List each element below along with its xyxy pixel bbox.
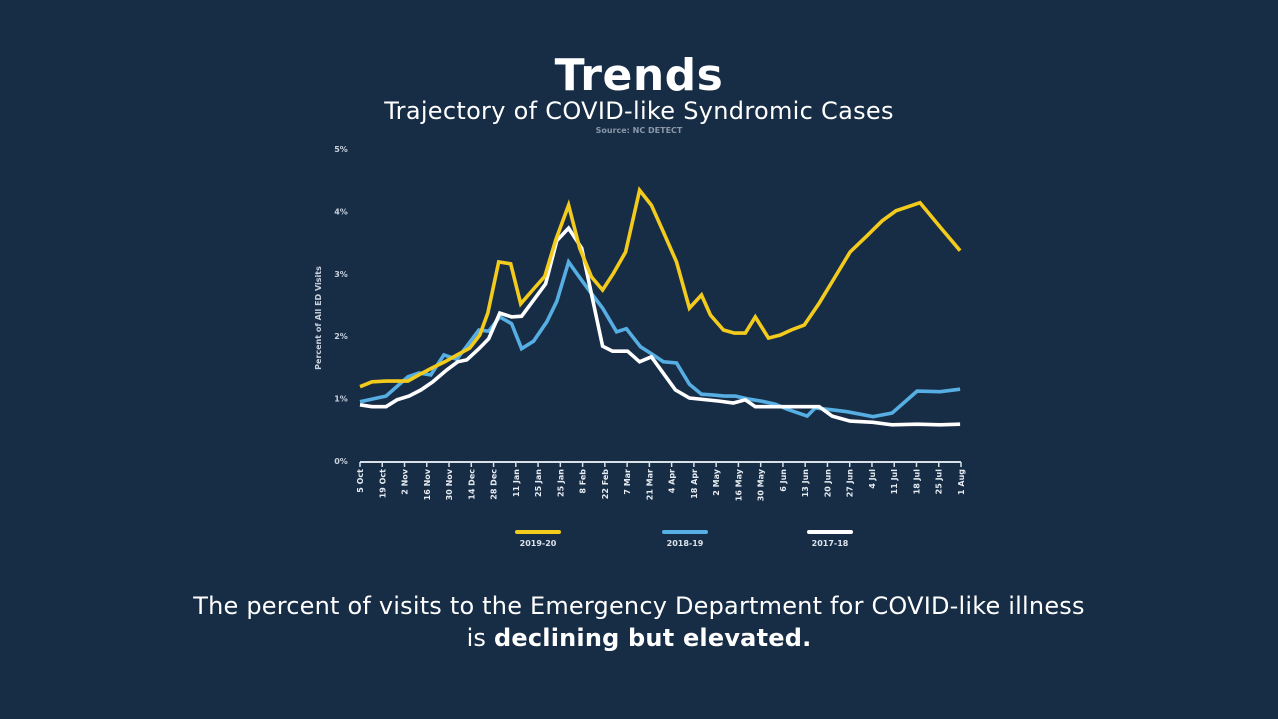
page-title: Trends — [554, 50, 724, 101]
legend-label: 2018-19 — [667, 539, 704, 548]
x-tick-label: 5 Oct — [356, 469, 365, 493]
footer-caption: The percent of visits to the Emergency D… — [0, 590, 1278, 654]
x-tick-label: 11 Jan — [512, 469, 521, 497]
x-tick-label: 4 Jul — [868, 469, 877, 489]
legend-swatch — [662, 530, 708, 534]
series-line-2017-18 — [359, 225, 961, 427]
x-tick-label: 13 Jun — [801, 469, 810, 498]
legend-label: 2019-20 — [520, 539, 557, 548]
x-tick-label: 7 Mar — [623, 469, 632, 495]
series-line-2018-19 — [359, 257, 961, 419]
x-axis: 5 Oct 19 Oct 2 Nov 16 Nov 30 Nov 14 Dec 28 Dec… — [356, 461, 966, 501]
x-tick-label: 11 Jul — [890, 469, 899, 495]
footer-emphasis: declining but elevated. — [493, 624, 812, 652]
x-tick-label: 2 Nov — [401, 468, 410, 495]
legend-swatch — [515, 530, 561, 534]
x-tick-label: 22 Feb — [601, 469, 610, 499]
x-tick-label: 16 May — [734, 468, 743, 501]
y-axis: 0% 1% 2% 3% 4% 5% — [334, 145, 348, 466]
y-tick-label: 3% — [334, 270, 348, 279]
x-tick-label: 25 Jan — [534, 469, 543, 497]
x-tick-label: 19 Oct — [378, 469, 387, 498]
x-tick-label: 18 Jul — [912, 469, 921, 495]
x-tick-label: 20 Jun — [823, 469, 832, 498]
x-tick-label: 1 Aug — [957, 469, 966, 495]
legend-swatch — [807, 530, 853, 534]
x-tick-label: 25 Jul — [935, 469, 944, 495]
x-tick-label: 25 Jan — [556, 469, 565, 497]
x-tick-label: 16 Nov — [423, 468, 432, 500]
y-axis-label: Percent of All ED Visits — [314, 266, 323, 370]
footer-line-1: The percent of visits to the Emergency D… — [193, 592, 1085, 620]
x-tick-label: 4 Apr — [668, 469, 677, 493]
source-note: Source: NC DETECT — [595, 126, 683, 135]
legend-label: 2017-18 — [812, 539, 849, 548]
footer-is: is — [466, 624, 487, 652]
y-tick-label: 1% — [334, 395, 348, 404]
chart-subtitle: Trajectory of COVID-like Syndromic Cases — [384, 97, 894, 125]
x-tick-label: 8 Feb — [579, 469, 588, 494]
x-tick-label: 30 May — [757, 468, 766, 501]
x-tick-label: 14 Dec — [467, 469, 476, 500]
legend: 2019-20 2018-19 2017-18 — [515, 530, 853, 548]
x-tick-label: 28 Dec — [490, 469, 499, 500]
x-tick-label: 30 Nov — [445, 468, 454, 500]
y-tick-label: 0% — [334, 457, 348, 466]
x-tick-label: 6 Jun — [779, 469, 788, 492]
y-tick-label: 5% — [334, 145, 348, 154]
series-lines — [359, 186, 962, 427]
footer-line-2: is declining but elevated. — [0, 622, 1278, 654]
y-tick-label: 2% — [334, 332, 348, 341]
x-tick-label: 18 Apr — [690, 469, 699, 499]
y-tick-label: 4% — [334, 207, 348, 216]
x-tick-label: 2 May — [712, 468, 721, 495]
series-line-2019-20 — [359, 186, 962, 389]
x-tick-label: 27 Jun — [846, 469, 855, 498]
x-tick-label: 21 Mar — [645, 469, 654, 500]
